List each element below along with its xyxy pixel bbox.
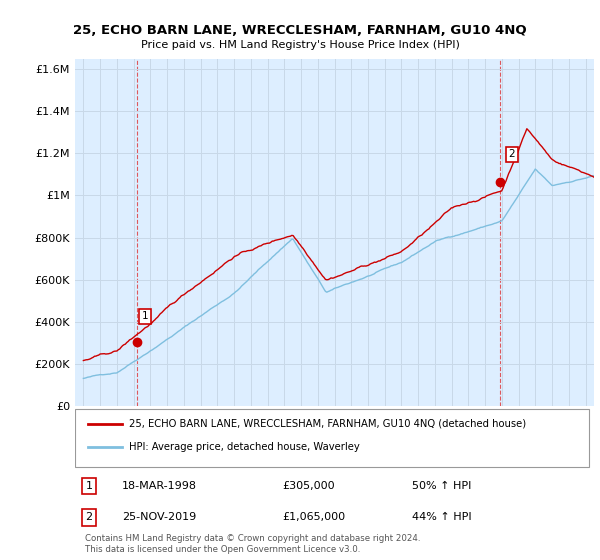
Text: 50% ↑ HPI: 50% ↑ HPI	[412, 481, 472, 491]
Text: This data is licensed under the Open Government Licence v3.0.: This data is licensed under the Open Gov…	[85, 545, 361, 554]
FancyBboxPatch shape	[75, 409, 589, 466]
Text: 1: 1	[142, 311, 149, 321]
Text: 18-MAR-1998: 18-MAR-1998	[122, 481, 197, 491]
Text: 1: 1	[85, 481, 92, 491]
Text: 25, ECHO BARN LANE, WRECCLESHAM, FARNHAM, GU10 4NQ (detached house): 25, ECHO BARN LANE, WRECCLESHAM, FARNHAM…	[130, 418, 527, 428]
Text: Contains HM Land Registry data © Crown copyright and database right 2024.: Contains HM Land Registry data © Crown c…	[85, 534, 421, 543]
Text: 25-NOV-2019: 25-NOV-2019	[122, 512, 196, 522]
Text: Price paid vs. HM Land Registry's House Price Index (HPI): Price paid vs. HM Land Registry's House …	[140, 40, 460, 50]
Text: £1,065,000: £1,065,000	[283, 512, 346, 522]
Text: 44% ↑ HPI: 44% ↑ HPI	[412, 512, 472, 522]
Text: 25, ECHO BARN LANE, WRECCLESHAM, FARNHAM, GU10 4NQ: 25, ECHO BARN LANE, WRECCLESHAM, FARNHAM…	[73, 24, 527, 36]
Text: £305,000: £305,000	[283, 481, 335, 491]
Text: HPI: Average price, detached house, Waverley: HPI: Average price, detached house, Wave…	[130, 442, 360, 452]
Text: 2: 2	[509, 150, 515, 160]
Text: 2: 2	[85, 512, 92, 522]
